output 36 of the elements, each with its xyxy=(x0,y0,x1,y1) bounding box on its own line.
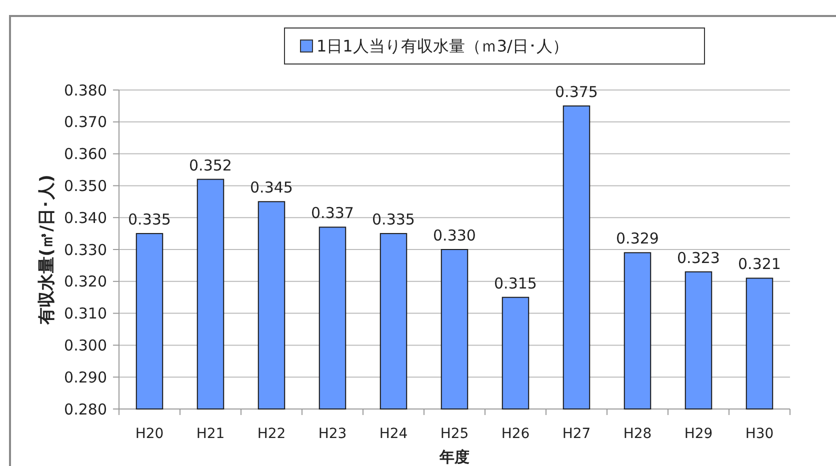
y-tick-label: 0.300 xyxy=(64,336,107,354)
y-tick-label: 0.350 xyxy=(64,176,107,195)
data-label: 0.335 xyxy=(128,210,171,229)
x-tick-label: H24 xyxy=(379,426,408,442)
legend-label: 1日1人当り有収水量（ｍ3/日･人） xyxy=(316,36,568,56)
data-label: 0.330 xyxy=(433,226,476,244)
y-tick-label: 0.370 xyxy=(64,113,107,132)
x-tick-label: H28 xyxy=(623,426,652,442)
data-label: 0.321 xyxy=(738,255,781,274)
data-label: 0.329 xyxy=(616,230,659,248)
data-label: 0.375 xyxy=(555,82,598,101)
x-tick-label: H30 xyxy=(745,426,774,442)
data-label: 0.335 xyxy=(372,210,415,229)
y-tick-label: 0.380 xyxy=(64,81,107,100)
x-tick-label: H27 xyxy=(562,426,591,442)
x-tick-label: H22 xyxy=(257,426,286,442)
x-axis-title: 年度 xyxy=(438,448,470,466)
y-tick-label: 0.360 xyxy=(64,145,107,164)
x-tick-label: H20 xyxy=(135,426,164,442)
y-tick-label: 0.280 xyxy=(64,400,107,418)
y-tick-label: 0.340 xyxy=(64,208,107,227)
y-tick-label: 0.290 xyxy=(64,368,107,386)
data-label: 0.337 xyxy=(311,204,354,222)
x-tick-label: H25 xyxy=(440,426,469,442)
y-axis-title: 有収水量(㎥/日･人) xyxy=(37,174,57,326)
x-tick-label: H23 xyxy=(318,426,347,442)
data-label: 0.352 xyxy=(189,156,232,174)
y-tick-label: 0.310 xyxy=(64,304,107,323)
data-label: 0.345 xyxy=(250,178,293,197)
data-label: 0.315 xyxy=(494,274,537,292)
x-tick-label: H21 xyxy=(196,426,225,442)
x-tick-label: H26 xyxy=(501,426,530,442)
x-tick-label: H29 xyxy=(684,426,713,442)
y-tick-label: 0.330 xyxy=(64,240,107,259)
data-label: 0.323 xyxy=(677,248,720,267)
y-tick-label: 0.320 xyxy=(64,272,107,291)
